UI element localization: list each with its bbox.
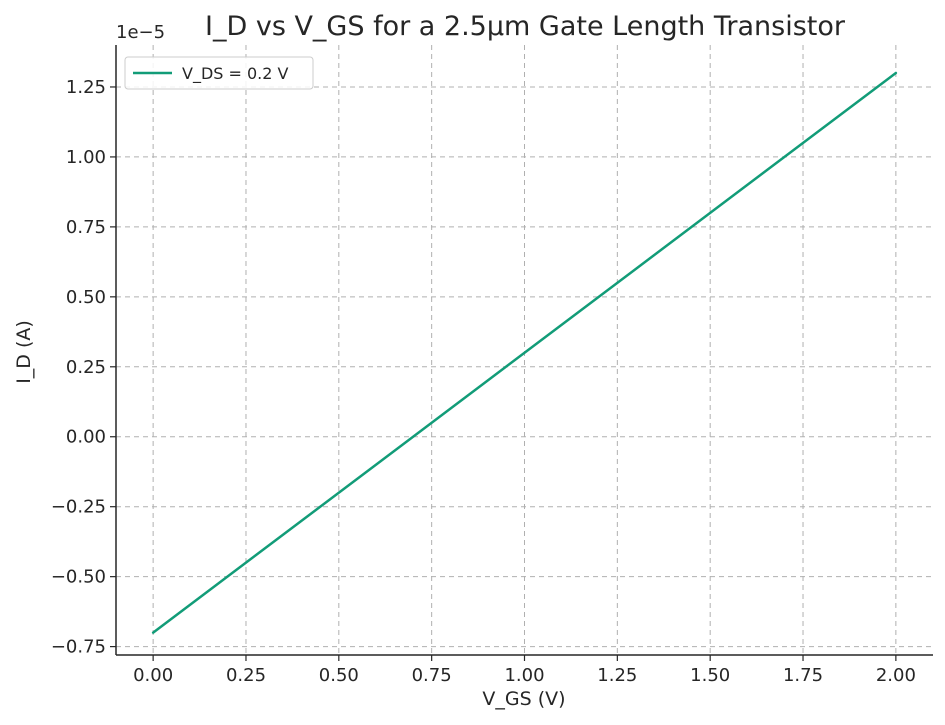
x-axis-label: V_GS (V) xyxy=(482,688,565,710)
grid-lines xyxy=(116,45,933,655)
y-tick-label-0-25: 0.25 xyxy=(66,357,106,378)
y-tick-label-minus-0-25: −0.25 xyxy=(51,497,106,518)
x-tick-label-1-75: 1.75 xyxy=(783,665,823,686)
x-tick-label-1-25: 1.25 xyxy=(597,665,637,686)
x-tick-label-1-50: 1.50 xyxy=(690,665,730,686)
x-tick-label-0-75: 0.75 xyxy=(412,665,452,686)
legend-label-v-ds-0-2-v: V_DS = 0.2 V xyxy=(182,64,289,84)
y-tick-label-1-00: 1.00 xyxy=(66,147,106,168)
y-ticks: −0.75 −0.50 −0.25 0.00 0.25 0.50 0.75 1.00 1.25 xyxy=(51,77,116,658)
x-ticks: 0.00 0.25 0.50 0.75 1.00 1.25 1.50 1.75 2.00 xyxy=(133,655,916,686)
y-tick-label-0-00: 0.00 xyxy=(66,427,106,448)
legend-box xyxy=(124,56,314,90)
x-tick-label-0-00: 0.00 xyxy=(133,665,173,686)
legend: V_DS = 0.2 V xyxy=(124,56,314,90)
chart-title: I_D vs V_GS for a 2.5µm Gate Length Tran… xyxy=(205,11,846,42)
y-axis-label: I_D (A) xyxy=(13,320,35,384)
y-tick-label-1-25: 1.25 xyxy=(66,77,106,98)
y-tick-label-0-50: 0.50 xyxy=(66,287,106,308)
series-layer xyxy=(151,71,898,634)
y-tick-label-minus-0-50: −0.50 xyxy=(51,567,106,588)
x-tick-label-1-00: 1.00 xyxy=(504,665,544,686)
y-axis-offset-label: 1e−5 xyxy=(116,22,165,43)
x-tick-label-2-00: 2.00 xyxy=(876,665,916,686)
x-tick-label-0-25: 0.25 xyxy=(226,665,266,686)
x-tick-label-0-50: 0.50 xyxy=(319,665,359,686)
y-tick-label-minus-0-75: −0.75 xyxy=(51,637,106,658)
series-line-v-ds-0-2-v xyxy=(151,71,898,634)
y-tick-label-0-75: 0.75 xyxy=(66,217,106,238)
